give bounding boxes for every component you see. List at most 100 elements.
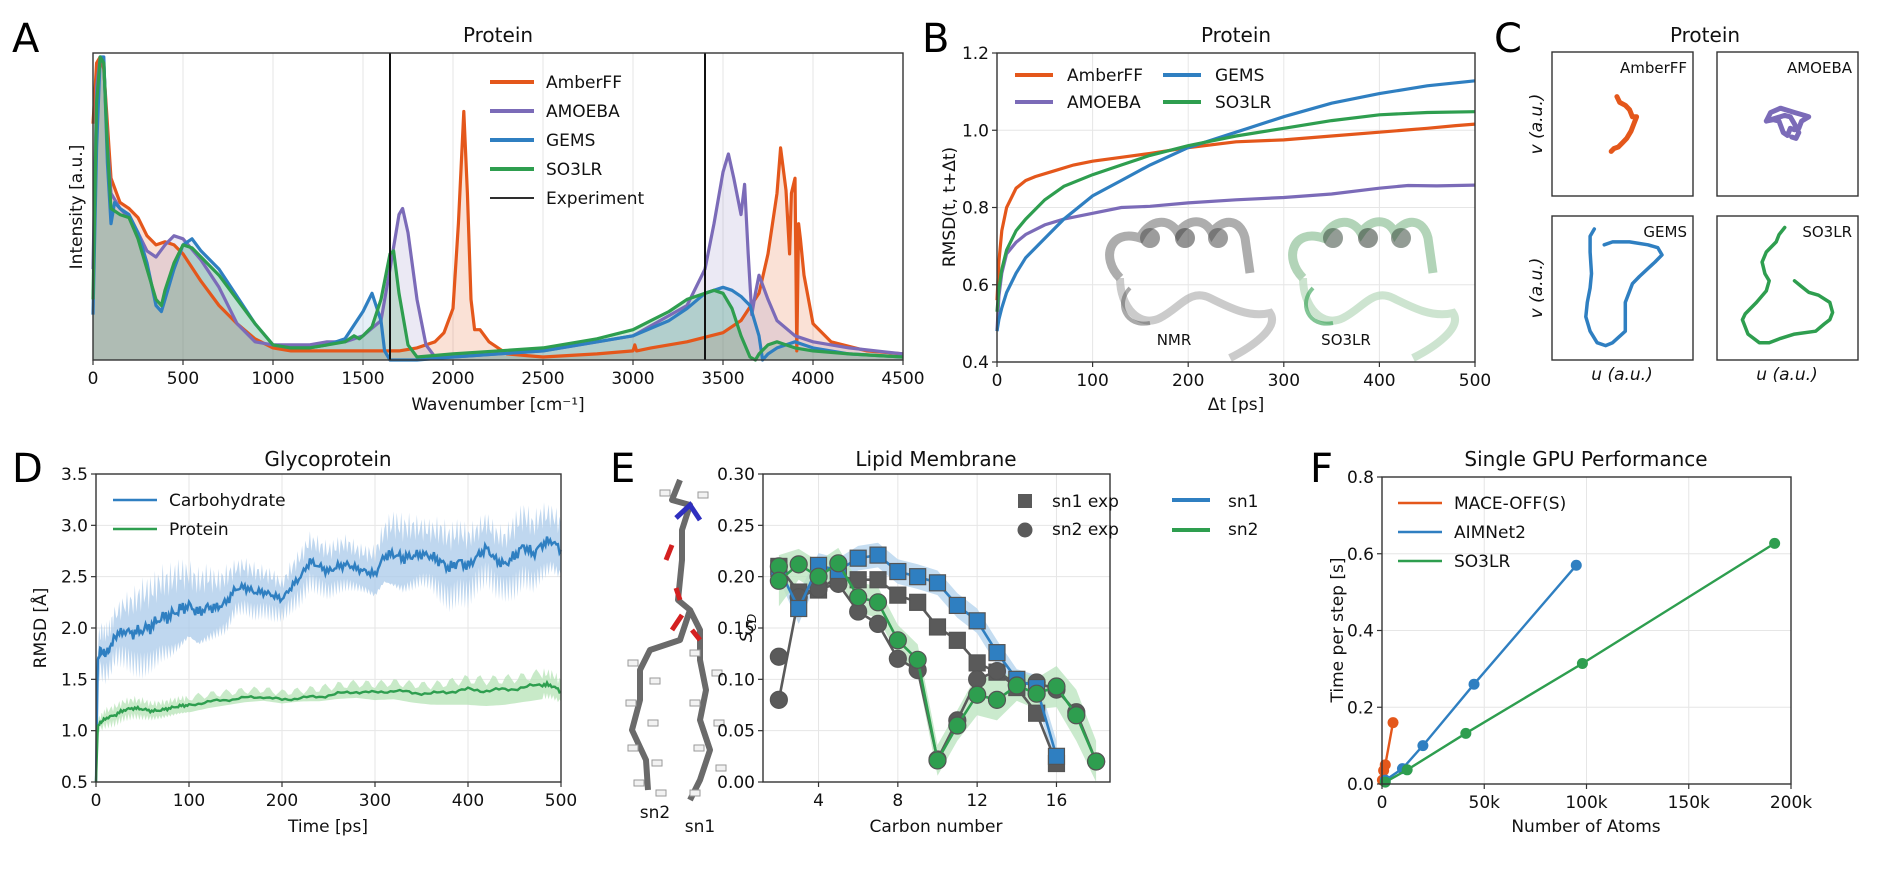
panel-f-ylabel: Time per step [s] [1328,558,1348,704]
panel-f: F Single GPU Performance 0 50k 100k 150k 200… [1310,446,1812,837]
series-sn1 [770,546,1066,765]
subplot-label: SO3LR [1802,223,1852,241]
x-tick-label: 200k [1770,793,1812,813]
x-tick-label: 0 [1377,793,1388,813]
marker-circle [769,647,788,666]
y-tick-label: 0.10 [717,670,755,690]
panel-f-axes-frame [1381,476,1792,785]
marker-square [948,596,966,615]
subplot-label: AmberFF [1620,59,1687,77]
subplot-amberff: AmberFF [1551,51,1694,197]
line-amberff [91,55,904,359]
marker-point [1468,678,1480,690]
x-tick-label: 16 [1046,791,1068,811]
panel-d-ticks: 0 100 200 300 400 500 0.5 1.0 1.5 2.0 2.5 3.0 3.5 [61,465,577,811]
series-so3lr [1379,537,1781,788]
trajectory-so3lr [1740,225,1835,345]
legend-a-gems-label: GEMS [546,131,595,151]
x-tick-label: 50k [1469,793,1501,813]
marker-circle [849,588,868,607]
marker-point [1769,537,1781,549]
y-tick-label: 0.20 [717,568,755,588]
marker-circle [789,555,808,574]
marker-circle [1067,706,1086,725]
x-tick-label: 3500 [701,369,744,389]
trajectory-amoeba [1763,105,1812,141]
marker-circle [829,554,848,573]
panel-f-title: Single GPU Performance [1464,447,1707,471]
marker-circle [888,631,907,650]
y-tick-label: 3.5 [61,465,88,485]
legend-e-sn2-exp-marker [1017,522,1033,538]
legend-b-label: GEMS [1215,66,1264,86]
marker-circle [948,716,967,735]
x-tick-label: 4000 [791,369,834,389]
panel-f-ticks: 0 50k 100k 150k 200k 0.0 0.2 0.4 0.6 0.8 [1347,468,1812,813]
subplot-label: AMOEBA [1787,59,1853,77]
x-tick-label: 4500 [881,369,924,389]
x-tick-label: 100 [173,791,205,811]
x-tick-label: 300 [1268,371,1300,391]
marker-point [1576,658,1588,670]
y-tick-label: 0.05 [717,722,755,742]
series-aimnet2 [1379,559,1582,786]
panel-c-xlabel-right: u (a.u.) [1756,365,1817,385]
line-gems [995,79,1476,332]
lipid-molecule-image: sn2 sn1 [625,478,727,837]
marker-circle [1047,677,1066,696]
marker-square [988,644,1006,662]
legend-b-label: SO3LR [1215,93,1271,113]
legend-a-amberff-label: AmberFF [546,73,622,93]
area-so3lr [93,57,903,360]
marker-point [1417,740,1429,752]
y-tick-label: 0.6 [1347,545,1374,565]
subplot-frame [1551,215,1694,361]
marker-square [948,631,966,649]
subplot-frame [1551,51,1694,197]
marker-circle [968,685,987,704]
x-tick-label: 300 [359,791,391,811]
protein-ensemble-insets: NMR SO3LR [1105,217,1459,362]
marker-circle [868,593,888,612]
band-protein [96,668,561,782]
panel-d-xlabel: Time [ps] [287,817,368,837]
legend-b-label: AMOEBA [1067,93,1141,113]
marker-square [968,612,986,630]
trajectory-amberff [1608,94,1640,154]
marker-square [869,571,887,589]
x-tick-label: 500 [167,369,199,389]
marker-square [849,549,867,567]
y-tick-label: 1.0 [61,722,88,742]
panel-d-axes-frame [95,473,562,783]
line-so3lr [91,55,904,362]
marker-circle [769,690,788,709]
panel-b-ticks: 0 100 200 300 400 500 0.4 0.6 0.8 1.0 1.2 [962,44,1491,391]
legend-a-so3lr-label: SO3LR [546,160,602,180]
legend-f-aimnet2-label: AIMNet2 [1454,523,1526,543]
panel-c-xlabel-left: u (a.u.) [1591,365,1652,385]
legend-f-mace-off(s)-label: MACE-OFF(S) [1454,494,1566,514]
x-tick-label: 12 [966,791,988,811]
legend-e-sn2-label: sn2 [1228,520,1258,540]
line-aimnet2 [1384,564,1578,782]
panel-a: A Protein 0 500 1000 1500 2000 2500 3000 3500 40… [12,16,925,415]
x-tick-label: 500 [545,791,577,811]
area-amberff [93,57,903,360]
marker-square [1047,747,1066,765]
y-tick-label: 0.2 [1347,698,1374,718]
y-tick-label: 1.0 [962,121,989,141]
panel-b-legend: AmberFF AMOEBA GEMS SO3LR [1015,66,1271,113]
panel-d-ylabel: RMSD [Å] [29,588,51,669]
marker-circle [987,690,1007,709]
panel-letter-e: E [610,446,635,492]
panel-f-legend: MACE-OFF(S) AIMNet2 SO3LR [1398,494,1566,572]
subplot-frame [1716,215,1859,361]
marker-circle [987,662,1007,681]
panel-c-title: Protein [1670,23,1740,47]
legend-f-so3lr-label: SO3LR [1454,552,1510,572]
y-tick-label: 0.8 [962,199,989,219]
marker-square [889,586,907,604]
so3lr-ensemble-image [1288,217,1459,362]
marker-point [1570,559,1582,571]
marker-square [869,546,887,564]
